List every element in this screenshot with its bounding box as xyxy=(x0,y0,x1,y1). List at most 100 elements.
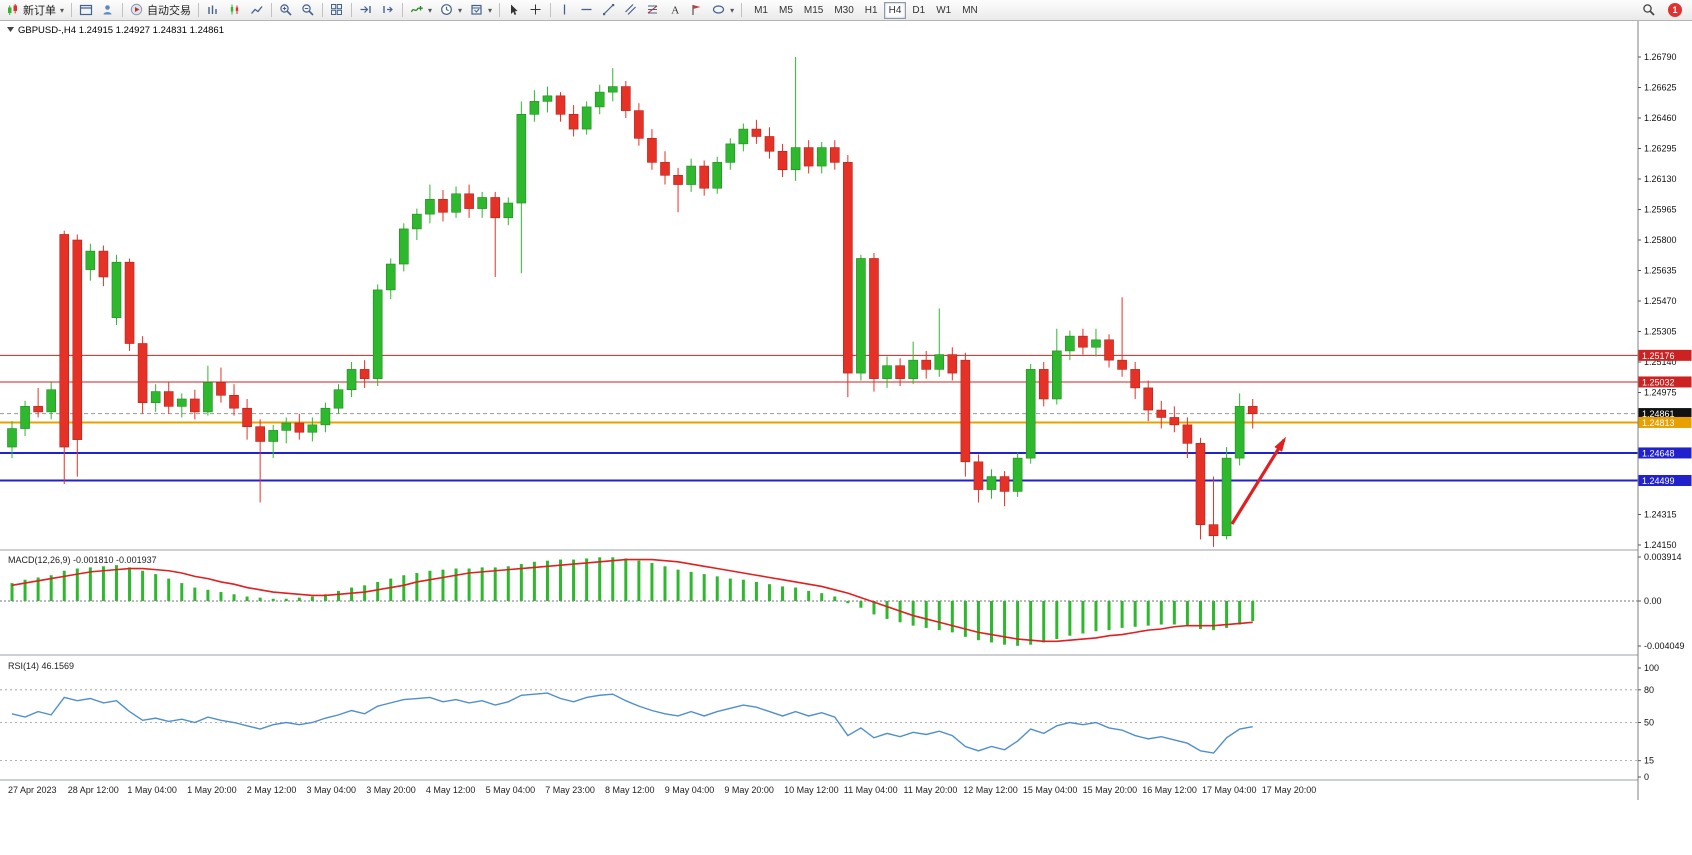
candle-body xyxy=(477,197,487,209)
candle-body xyxy=(607,86,618,93)
candle-body xyxy=(725,143,736,163)
trend-arrow-annotation[interactable] xyxy=(1230,436,1287,525)
auto-trading-label: 自动交易 xyxy=(147,5,192,17)
price-badge-label: 1.24861 xyxy=(1642,409,1675,419)
candle-body xyxy=(190,398,200,413)
timeframe-m1[interactable]: M1 xyxy=(749,2,773,19)
search-button[interactable] xyxy=(1638,1,1660,19)
indicators-button[interactable]: ▾ xyxy=(406,1,436,19)
candle-body xyxy=(372,289,383,379)
time-label: 15 May 04:00 xyxy=(1023,785,1078,795)
time-label: 4 May 12:00 xyxy=(426,785,476,795)
toolbar-separator xyxy=(271,3,273,17)
timeframe-group: M1 M5 M15 M30 H1 H4 D1 W1 MN xyxy=(749,1,983,19)
price-tick-label: 1.26790 xyxy=(1644,52,1677,62)
candle-body xyxy=(712,162,723,189)
rsi-label: RSI(14) 46.1569 xyxy=(8,661,74,671)
zoom-in-button[interactable] xyxy=(275,1,297,19)
candle-body xyxy=(594,91,605,108)
time-label: 9 May 04:00 xyxy=(665,785,715,795)
timeframe-m15[interactable]: M15 xyxy=(799,2,828,19)
candlestick-button[interactable] xyxy=(224,1,246,19)
auto-trading-button[interactable]: 自动交易 xyxy=(126,1,195,19)
chevron-down-icon: ▾ xyxy=(458,5,463,15)
rsi-axis-label: 50 xyxy=(1644,718,1654,728)
notification-badge[interactable]: 1 xyxy=(1668,3,1682,17)
candle-body xyxy=(634,110,644,139)
bar-chart-icon xyxy=(206,3,220,17)
timeframe-w1[interactable]: W1 xyxy=(931,2,956,19)
zoom-out-button[interactable] xyxy=(297,1,319,19)
periods-icon xyxy=(440,3,454,17)
equidistant-channel-button[interactable] xyxy=(620,1,642,19)
macd-panel: MACD(12,26,9) -0.001810 -0.001937 0.00391… xyxy=(0,552,1685,651)
time-axis[interactable]: 27 Apr 2023 28 Apr 12:00 1 May 04:00 1 May … xyxy=(8,785,1316,795)
chart-shift-button[interactable] xyxy=(377,1,399,19)
vertical-line-button[interactable] xyxy=(554,1,576,19)
auto-scroll-button[interactable] xyxy=(355,1,377,19)
candle-body xyxy=(1182,424,1193,444)
candle-body xyxy=(1169,417,1180,426)
toolbar-separator xyxy=(71,3,73,17)
horizontal-line-button[interactable] xyxy=(576,1,598,19)
time-label: 27 Apr 2023 xyxy=(8,785,57,795)
shapes-button[interactable]: ▾ xyxy=(708,1,738,19)
timeframe-mn[interactable]: MN xyxy=(957,2,983,19)
candle-body xyxy=(895,365,905,379)
line-chart-button[interactable] xyxy=(246,1,268,19)
candle-body xyxy=(7,428,17,448)
candle-body xyxy=(542,95,553,102)
timeframe-m30[interactable]: M30 xyxy=(829,2,858,19)
templates-button[interactable]: ▾ xyxy=(466,1,496,19)
periods-button[interactable]: ▾ xyxy=(436,1,466,19)
price-tick-label: 1.26460 xyxy=(1644,113,1677,123)
candle-body xyxy=(255,426,265,442)
price-tick-label: 1.26295 xyxy=(1644,144,1677,154)
candle-body xyxy=(686,165,696,185)
candle-body xyxy=(46,389,56,413)
chart-windows-button[interactable] xyxy=(75,1,97,19)
chevron-down-icon: ▾ xyxy=(60,5,65,15)
rsi-axis-label: 0 xyxy=(1644,772,1649,782)
time-label: 8 May 12:00 xyxy=(605,785,655,795)
time-label: 10 May 12:00 xyxy=(784,785,839,795)
candle-body xyxy=(150,391,161,403)
text-icon: A xyxy=(668,3,682,17)
time-label: 12 May 12:00 xyxy=(963,785,1018,795)
label-icon xyxy=(690,3,704,17)
timeframe-d1[interactable]: D1 xyxy=(907,2,930,19)
fibonacci-button[interactable] xyxy=(642,1,664,19)
price-axis[interactable]: 1.26790 1.26625 1.26460 1.26295 1.26130 1.259… xyxy=(1637,21,1692,800)
indicators-icon xyxy=(410,3,424,17)
candle-body xyxy=(385,263,396,291)
price-badge xyxy=(1638,474,1692,486)
profiles-button[interactable] xyxy=(97,1,119,19)
new-order-label: 新订单 xyxy=(23,5,56,17)
timeframe-m5[interactable]: M5 xyxy=(774,2,798,19)
bar-chart-button[interactable] xyxy=(202,1,224,19)
new-order-button[interactable]: 新订单 ▾ xyxy=(2,1,68,19)
toolbar-separator xyxy=(122,3,124,17)
label-button[interactable] xyxy=(686,1,708,19)
cursor-button[interactable] xyxy=(503,1,525,19)
candle-body xyxy=(1156,409,1167,418)
timeframe-h1[interactable]: H1 xyxy=(860,2,883,19)
text-button[interactable]: A xyxy=(664,1,686,19)
crosshair-button[interactable] xyxy=(525,1,547,19)
candle-body xyxy=(294,422,305,433)
candle-body xyxy=(59,234,70,448)
candle-body xyxy=(137,343,148,403)
timeframe-h4[interactable]: H4 xyxy=(883,1,907,19)
candle-body xyxy=(438,199,448,213)
toolbar-separator xyxy=(499,3,501,17)
tile-windows-button[interactable] xyxy=(326,1,348,19)
candle-body xyxy=(621,86,631,111)
macd-signal-line xyxy=(11,558,1253,643)
price-tick-label: 1.25140 xyxy=(1644,357,1677,367)
chevron-down-icon: ▾ xyxy=(730,5,735,15)
chart-list-icon[interactable] xyxy=(7,27,14,32)
trendline-button[interactable] xyxy=(598,1,620,19)
candle-body xyxy=(1117,359,1127,370)
chart-shift-icon xyxy=(381,3,395,17)
